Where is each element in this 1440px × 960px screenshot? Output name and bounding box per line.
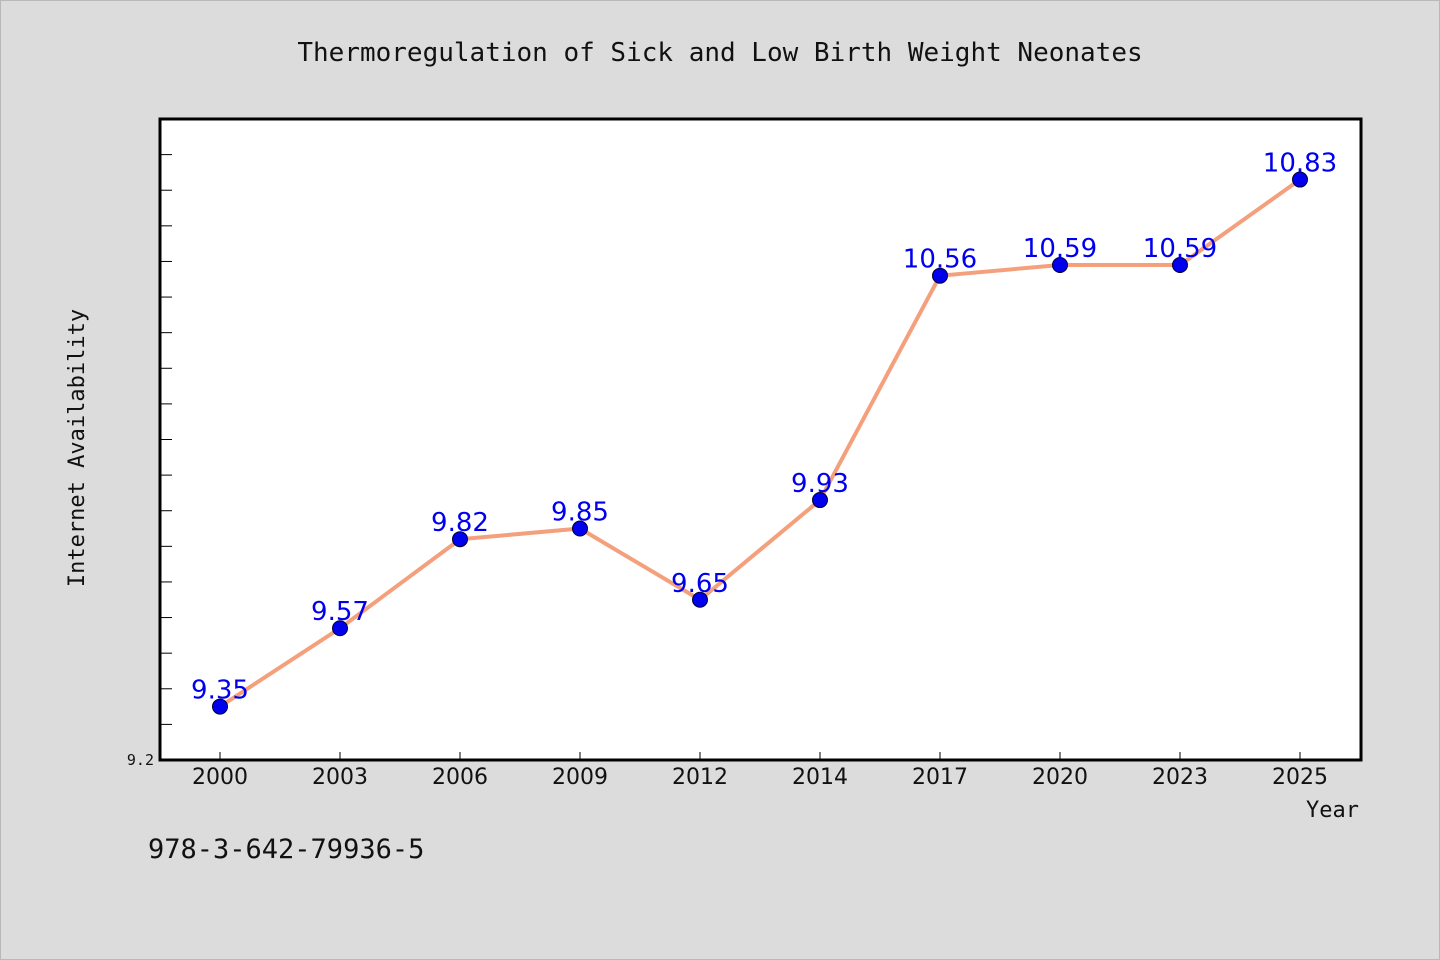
y-axis-title: Internet Availability: [65, 309, 90, 587]
data-label: 9.93: [791, 469, 849, 499]
series-line: [218, 177, 1302, 709]
x-tick-label: 2014: [792, 765, 848, 790]
data-point: [1292, 171, 1308, 188]
x-tick-label: 2006: [432, 765, 488, 790]
data-point: [332, 620, 348, 637]
x-tick-label: 2023: [1152, 765, 1208, 790]
y-axis-ticks: 9.2: [127, 154, 172, 769]
data-point: [932, 267, 948, 284]
data-label: 9.35: [191, 676, 249, 706]
data-point: [692, 591, 708, 608]
x-tick-label: 2003: [312, 765, 368, 790]
data-labels: 9.35 9.57 9.82 9.85 9.65 9.93 10.56 10.59 10.59 1…: [191, 149, 1337, 706]
data-point: [1052, 257, 1068, 274]
chart-title: Thermoregulation of Sick and Low Birth W…: [297, 38, 1142, 68]
x-tick-label: 2012: [672, 765, 728, 790]
x-tick-label: 2009: [552, 765, 608, 790]
x-tick-label: 2025: [1272, 765, 1328, 790]
plot-area: [158, 117, 1363, 762]
y-tick-label: 9.2: [127, 751, 154, 769]
data-markers: [212, 171, 1308, 715]
data-label: 9.82: [431, 508, 489, 538]
x-axis-title: Year: [1306, 798, 1359, 823]
data-label: 9.85: [551, 498, 609, 528]
x-tick-label: 2017: [912, 765, 968, 790]
data-point: [1172, 257, 1188, 274]
data-point: [812, 492, 828, 509]
isbn-footer: 978-3-642-79936-5: [148, 834, 425, 865]
data-point: [572, 520, 588, 537]
x-tick-label: 2000: [192, 765, 248, 790]
data-label: 9.65: [671, 569, 729, 599]
data-label: 9.57: [311, 597, 369, 627]
x-tick-label: 2020: [1032, 765, 1088, 790]
data-label: 10.83: [1263, 149, 1337, 179]
x-axis-ticks: 2000 2003 2006 2009 2012 2014 2017 2020 2023 2025: [192, 752, 1328, 790]
data-point: [212, 698, 228, 715]
data-label: 10.56: [903, 245, 977, 275]
data-label: 10.59: [1023, 234, 1097, 264]
data-point: [452, 531, 468, 548]
data-label: 10.59: [1143, 234, 1217, 264]
